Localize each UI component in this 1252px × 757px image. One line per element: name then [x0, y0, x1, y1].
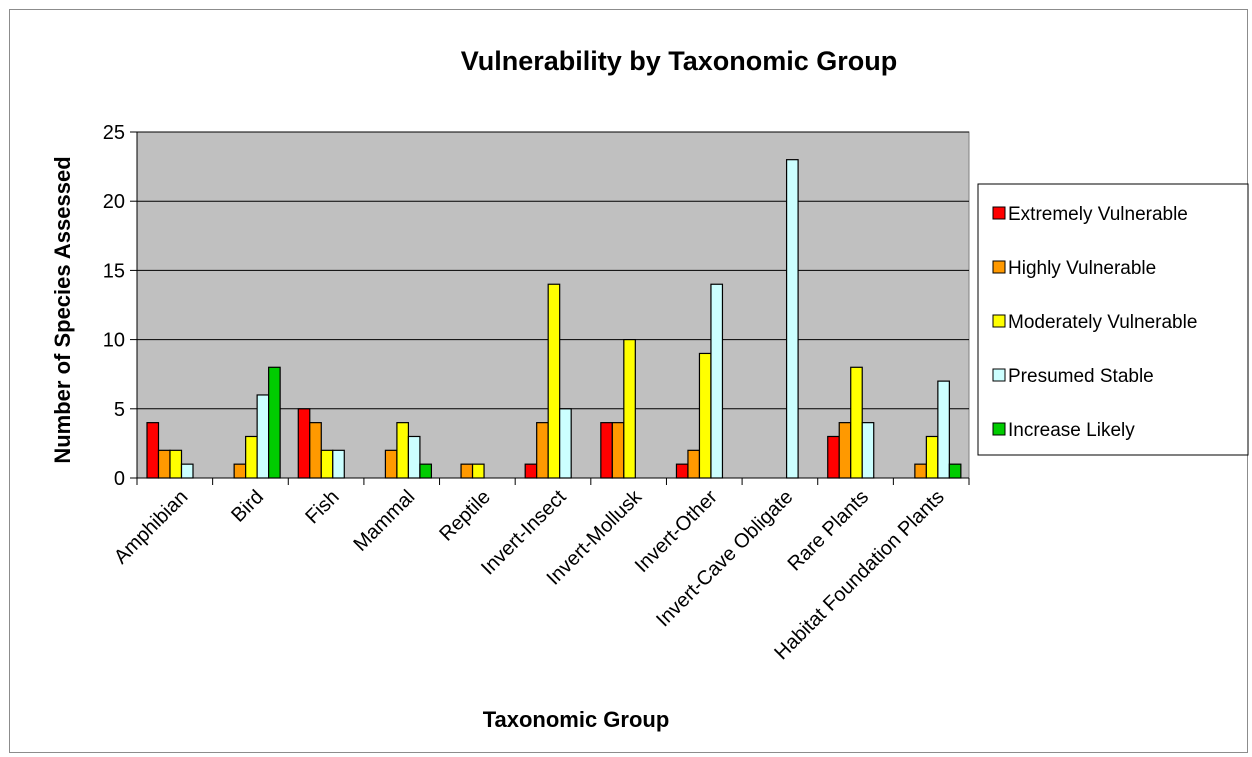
bar	[611, 422, 625, 479]
x-tick-label: Amphibian	[110, 486, 192, 568]
legend-label: Increase Likely	[1008, 420, 1135, 441]
x-tick-label: Mammal	[349, 486, 419, 556]
bar	[180, 463, 194, 479]
bar	[146, 422, 160, 479]
bar	[827, 435, 840, 479]
legend-label: Presumed Stable	[1008, 366, 1154, 387]
bar	[687, 449, 701, 479]
x-tick-label: Bird	[227, 486, 268, 527]
bar	[698, 352, 712, 479]
bar	[785, 159, 799, 479]
y-tick-label: 20	[103, 191, 125, 213]
y-axis-label: Number of Species Assessed	[50, 156, 75, 463]
bar	[925, 435, 939, 479]
bar	[297, 408, 311, 479]
bar	[524, 463, 538, 479]
bar	[861, 422, 875, 479]
x-axis-label: Taxonomic Group	[483, 707, 670, 732]
bar	[384, 449, 398, 479]
bar	[471, 463, 485, 479]
bar	[914, 463, 927, 479]
bar	[309, 422, 322, 479]
bar	[396, 422, 410, 479]
bar	[157, 449, 171, 479]
legend-swatch	[992, 206, 1006, 220]
legend-label: Moderately Vulnerable	[1008, 312, 1197, 333]
chart-title: Vulnerability by Taxonomic Group	[461, 46, 898, 76]
y-tick-label: 25	[103, 122, 125, 144]
legend	[977, 183, 1249, 456]
bar	[256, 394, 270, 479]
bar	[332, 449, 345, 479]
bar	[407, 435, 421, 479]
bar	[600, 422, 613, 479]
bar	[547, 283, 561, 479]
y-tick-label: 5	[114, 399, 125, 421]
bar	[169, 449, 183, 479]
legend-swatch	[992, 422, 1006, 436]
x-tick-label: Reptile	[435, 486, 495, 546]
bar	[559, 408, 572, 479]
bar	[536, 422, 549, 479]
legend-label: Highly Vulnerable	[1008, 258, 1156, 279]
y-tick-label: 0	[114, 468, 125, 490]
x-tick-label: Fish	[301, 486, 343, 528]
bar	[675, 463, 689, 479]
y-tick-label: 15	[103, 260, 125, 282]
bar	[623, 339, 636, 479]
x-tick-label: Invert-Cave Obligate	[652, 486, 797, 631]
legend-swatch	[992, 314, 1006, 328]
bar	[838, 422, 852, 479]
y-tick-label: 10	[103, 330, 125, 352]
legend-label: Extremely Vulnerable	[1008, 204, 1188, 225]
bar	[460, 463, 474, 479]
legend-swatch	[992, 368, 1006, 382]
legend-swatch	[992, 260, 1006, 274]
bar	[937, 380, 950, 479]
bar	[948, 463, 962, 479]
bar	[320, 449, 334, 479]
bar	[710, 283, 724, 479]
bar	[268, 366, 281, 479]
bar	[850, 366, 863, 479]
bar	[245, 435, 258, 479]
bar	[233, 463, 247, 479]
bar	[419, 463, 433, 479]
